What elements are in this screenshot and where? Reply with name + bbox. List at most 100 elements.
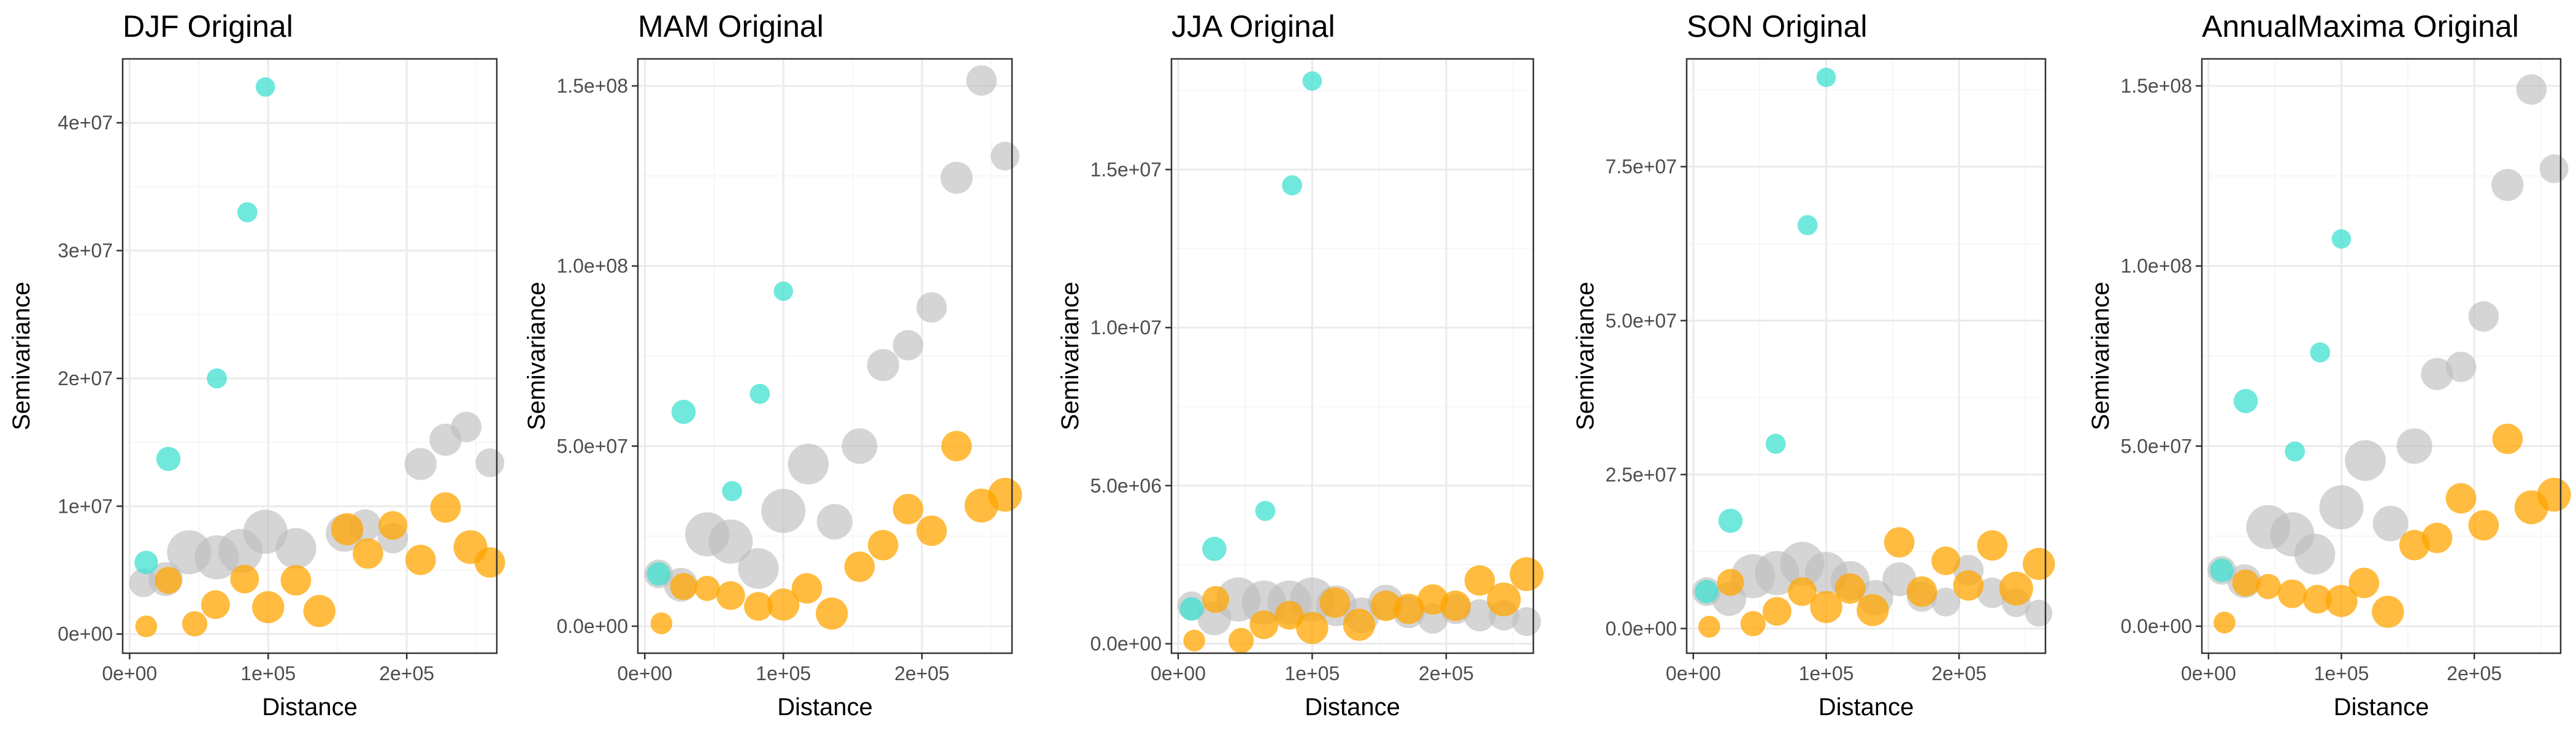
data-point-gray [841,428,878,464]
data-point-gray [1931,588,1960,617]
x-tick-label: 0e+00 [102,662,157,684]
data-point-gray [2421,358,2453,391]
data-point-orange [303,595,336,627]
data-point-orange [2325,585,2358,618]
data-point-cyan [2285,441,2306,462]
x-tick-label: 1e+05 [2314,662,2369,684]
data-point-gray [1463,599,1496,632]
data-point-orange [2348,567,2380,599]
data-point-orange [1931,546,1960,575]
data-point-orange [1275,600,1304,630]
x-tick-label: 1e+05 [1285,662,1340,684]
data-point-gray [816,504,853,540]
data-point-orange [1202,586,1230,613]
data-point-orange [2468,510,2499,541]
x-tick-label: 1e+05 [240,662,296,684]
data-point-orange [353,538,383,569]
data-point-cyan [1695,580,1719,604]
data-point-orange [670,573,697,600]
data-point-orange [331,513,364,546]
data-point-cyan [1179,597,1203,621]
data-point-gray [451,412,482,442]
data-point-orange [1229,627,1254,653]
data-point-gray [2539,154,2569,183]
data-point-gray [761,489,806,534]
y-tick-label: 5.0e+07 [2120,435,2192,457]
data-point-orange [2214,611,2236,634]
chart-panel-3: 0e+00 1e+05 2e+05 0.0e+00 5.0e+06 1.0e+07 1.5e… [1057,9,1544,721]
data-point-orange [1762,597,1792,626]
data-point-gray [788,443,829,485]
data-point-gray [2396,428,2432,464]
data-point-orange [1319,587,1351,618]
data-point-orange [1249,610,1279,640]
data-point-orange [1183,629,1205,652]
data-point-cyan [156,447,181,472]
chart-title: DJF Original [123,9,293,44]
x-tick-label: 0e+00 [617,662,672,684]
data-point-orange [430,492,461,523]
data-point-orange [844,551,875,582]
x-tick-label: 2e+05 [379,662,434,684]
data-point-cyan [207,368,228,389]
data-point-orange [1857,594,1889,626]
x-tick-label: 2e+05 [1931,662,1987,684]
y-tick-label: 5.0e+07 [556,435,628,457]
data-point-orange [791,573,822,604]
data-point-orange [1343,608,1376,641]
data-point-orange [1464,565,1495,596]
data-point-gray [2294,534,2336,575]
data-point-orange [1440,590,1471,621]
data-point-gray [940,161,973,194]
data-point-orange [1717,569,1744,596]
data-point-gray [966,65,997,96]
data-point-cyan [1718,508,1743,533]
data-point-gray [2491,169,2524,201]
y-tick-label: 1.5e+08 [556,75,628,97]
y-tick-label: 1.5e+08 [2120,75,2192,97]
data-point-gray [2025,599,2053,627]
y-tick-label: 1.0e+07 [1090,316,1162,339]
data-point-cyan [1202,537,1227,561]
x-tick-label: 2e+05 [2447,662,2502,684]
y-tick-label: 1.0e+08 [556,255,628,277]
x-axis-title: Distance [1305,694,1400,721]
data-point-gray [2345,440,2386,481]
data-point-cyan [646,562,671,586]
data-point-orange [744,592,773,621]
data-point-orange [182,611,208,637]
data-point-orange [2232,569,2260,597]
y-tick-label: 5.0e+07 [1605,310,1677,332]
x-tick-label: 1e+05 [1799,662,1854,684]
data-point-orange [650,612,673,635]
y-tick-label: 0.0e+00 [556,615,628,637]
data-point-orange [1393,594,1424,624]
y-tick-label: 2e+07 [58,367,113,389]
y-axis-title: Semivariance [523,282,550,430]
y-tick-label: 7.5e+07 [1605,156,1677,178]
data-point-cyan [2310,342,2331,363]
panel-border [121,58,498,654]
chart-title: MAM Original [638,9,824,44]
data-point-orange [2492,423,2523,454]
chart-panel-2: 0e+00 1e+05 2e+05 0.0e+00 5.0e+07 1.0e+08 1.5e… [523,9,1022,721]
data-point-gray [2468,301,2499,332]
data-point-orange [941,431,972,462]
data-point-orange [155,567,182,594]
data-point-orange [1370,590,1401,621]
data-point-orange [2537,478,2571,512]
data-point-gray [2445,351,2477,382]
data-point-orange [694,575,720,601]
data-point-orange [474,547,505,578]
x-tick-label: 0e+00 [2181,662,2236,684]
data-point-orange [405,545,436,575]
data-point-orange [2255,573,2281,599]
x-tick-label: 0e+00 [1666,662,1721,684]
y-tick-label: 0.0e+00 [2120,615,2192,637]
x-tick-label: 2e+05 [1419,662,1474,684]
data-point-orange [1884,527,1915,558]
x-axis-title: Distance [1819,694,1914,721]
data-point-orange [280,565,312,596]
data-point-orange [1810,591,1842,623]
